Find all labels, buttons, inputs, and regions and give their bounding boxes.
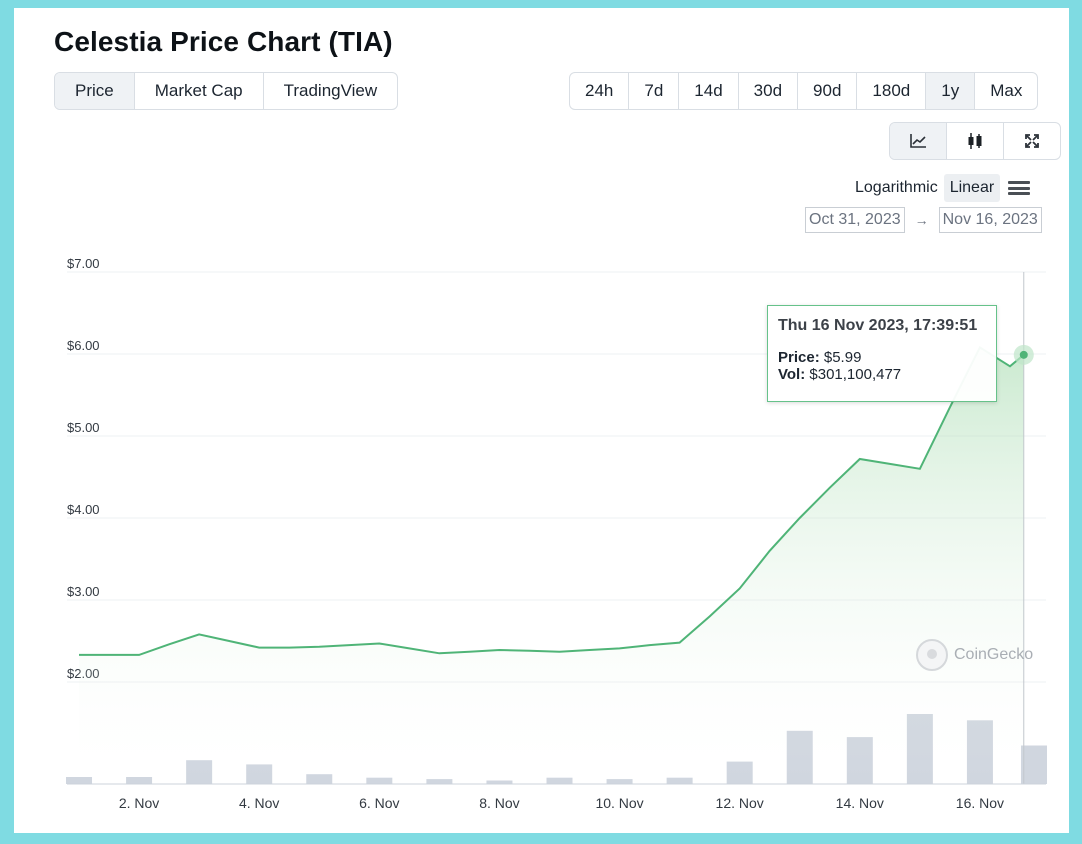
date-from-input[interactable]: Oct 31, 2023 <box>805 207 905 233</box>
tooltip-vol-label: Vol: <box>778 366 806 383</box>
y-tick-label: $4.00 <box>67 502 100 517</box>
date-range-picker: Oct 31, 2023 → Nov 16, 2023 <box>805 207 1042 233</box>
x-tick-label: 4. Nov <box>239 795 279 811</box>
tab-market-cap[interactable]: Market Cap <box>135 73 264 109</box>
chart-tools <box>889 122 1061 160</box>
range-7d-button[interactable]: 7d <box>629 73 680 109</box>
range-14d-button[interactable]: 14d <box>679 73 739 109</box>
scale-toggle: Logarithmic Linear <box>849 174 1031 202</box>
hamburger-menu-icon[interactable] <box>1008 179 1031 197</box>
range-180d-button[interactable]: 180d <box>857 73 927 109</box>
candlestick-button[interactable] <box>947 123 1004 159</box>
y-tick-label: $5.00 <box>67 420 100 435</box>
watermark-text: CoinGecko <box>954 646 1034 663</box>
range-30d-button[interactable]: 30d <box>739 73 799 109</box>
date-to-input[interactable]: Nov 16, 2023 <box>938 207 1042 233</box>
price-area <box>79 347 1024 784</box>
x-tick-label: 14. Nov <box>836 795 884 811</box>
expand-icon <box>1025 134 1039 148</box>
x-tick-label: 6. Nov <box>359 795 399 811</box>
range-max-button[interactable]: Max <box>990 81 1023 100</box>
tooltip-timestamp: Thu 16 Nov 2023, 17:39:51 <box>778 317 978 334</box>
line-chart-icon <box>910 134 926 148</box>
time-range-selector: 24h 7d 14d 30d 90d 180d 1y Max <box>569 72 1039 110</box>
tooltip-vol-value: $301,100,477 <box>809 366 902 383</box>
chart-tooltip: Thu 16 Nov 2023, 17:39:51 Price: $5.99 V… <box>767 305 997 402</box>
y-tick-label: $3.00 <box>67 584 100 599</box>
tooltip-price-label: Price: <box>778 349 820 366</box>
y-tick-label: $7.00 <box>67 256 100 271</box>
range-90d-button[interactable]: 90d <box>798 73 858 109</box>
range-24h-button[interactable]: 24h <box>570 73 630 109</box>
hover-point <box>1019 350 1028 359</box>
range-1y-button[interactable]: 1y <box>926 73 976 109</box>
linear-option[interactable]: Linear <box>943 174 1001 202</box>
tab-tradingview[interactable]: TradingView <box>283 81 378 100</box>
tab-price[interactable]: Price <box>55 73 135 109</box>
candlestick-icon <box>968 133 982 149</box>
chart-type-tabs: Price Market Cap TradingView <box>54 72 399 110</box>
coingecko-logo-icon <box>916 639 948 671</box>
tooltip-price-value: $5.99 <box>823 349 862 366</box>
arrow-right-icon: → <box>914 212 929 228</box>
x-tick-label: 2. Nov <box>119 795 159 811</box>
chart-panel: Celestia Price Chart (TIA) Price Market … <box>14 8 1069 833</box>
price-chart[interactable]: $2.00$3.00$4.00$5.00$6.00$7.00 2. Nov4. … <box>14 8 1069 833</box>
x-tick-label: 16. Nov <box>956 795 1004 811</box>
x-tick-label: 10. Nov <box>595 795 643 811</box>
price-line <box>79 345 1025 656</box>
x-tick-label: 8. Nov <box>479 795 519 811</box>
page-title: Celestia Price Chart (TIA) <box>54 26 393 57</box>
x-tick-label: 12. Nov <box>716 795 764 811</box>
line-chart-button[interactable] <box>890 123 947 159</box>
coingecko-watermark: CoinGecko <box>916 639 1033 671</box>
fullscreen-button[interactable] <box>1004 123 1060 159</box>
volume-bar <box>1020 745 1047 784</box>
y-tick-label: $6.00 <box>67 338 100 353</box>
logarithmic-option[interactable]: Logarithmic <box>855 179 938 196</box>
